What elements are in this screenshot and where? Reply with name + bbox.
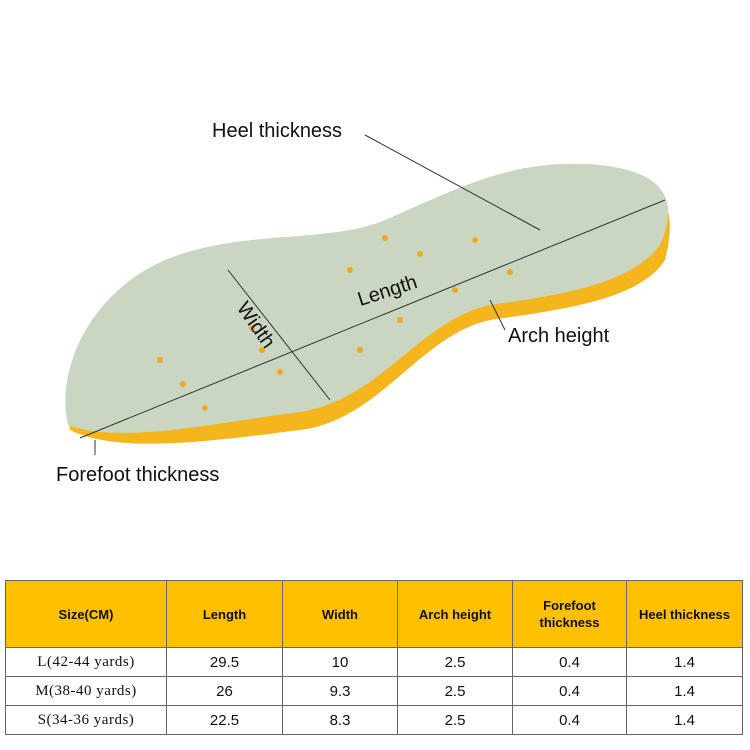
table-row: S(34-36 yards) 22.5 8.3 2.5 0.4 1.4 — [5, 705, 743, 735]
cell-length: 22.5 — [166, 705, 283, 735]
cell-length: 29.5 — [166, 647, 283, 677]
cell-arch-height: 2.5 — [397, 676, 513, 706]
header-width: Width — [282, 580, 398, 648]
length-line — [79, 199, 666, 439]
width-line — [227, 269, 331, 401]
cell-size: L(42-44 yards) — [5, 647, 167, 677]
header-heel-thickness: Heel thickness — [626, 580, 743, 648]
cell-size: M(38-40 yards) — [5, 676, 167, 706]
cell-heel-thickness: 1.4 — [626, 705, 743, 735]
header-forefoot-thickness: Forefoot thickness — [512, 580, 627, 648]
cell-length: 26 — [166, 676, 283, 706]
insole-illustration — [65, 134, 670, 455]
heel-thickness-label: Heel thickness — [212, 120, 343, 142]
cell-width: 10 — [282, 647, 398, 677]
table-row: L(42-44 yards) 29.5 10 2.5 0.4 1.4 — [5, 647, 743, 677]
insole-top — [65, 163, 669, 433]
table-header-row: Size(CM) Length Width Arch height Forefo… — [5, 580, 743, 648]
size-table: Size(CM) Length Width Arch height Forefo… — [5, 580, 743, 735]
cell-forefoot-thickness: 0.4 — [512, 647, 627, 677]
cell-forefoot-thickness: 0.4 — [512, 705, 627, 735]
cell-arch-height: 2.5 — [397, 705, 513, 735]
cell-width: 8.3 — [282, 705, 398, 735]
table-row: M(38-40 yards) 26 9.3 2.5 0.4 1.4 — [5, 676, 743, 706]
cell-heel-thickness: 1.4 — [626, 647, 743, 677]
cell-size: S(34-36 yards) — [5, 705, 167, 735]
arch-height-label: Arch height — [508, 325, 610, 347]
forefoot-thickness-label: Forefoot thickness — [56, 464, 220, 486]
cell-width: 9.3 — [282, 676, 398, 706]
header-size: Size(CM) — [5, 580, 167, 648]
arch-pointer-line — [489, 299, 506, 331]
header-length: Length — [166, 580, 283, 648]
cell-arch-height: 2.5 — [397, 647, 513, 677]
heel-pointer-line — [364, 134, 541, 231]
cell-heel-thickness: 1.4 — [626, 676, 743, 706]
header-arch-height: Arch height — [397, 580, 513, 648]
cell-forefoot-thickness: 0.4 — [512, 676, 627, 706]
